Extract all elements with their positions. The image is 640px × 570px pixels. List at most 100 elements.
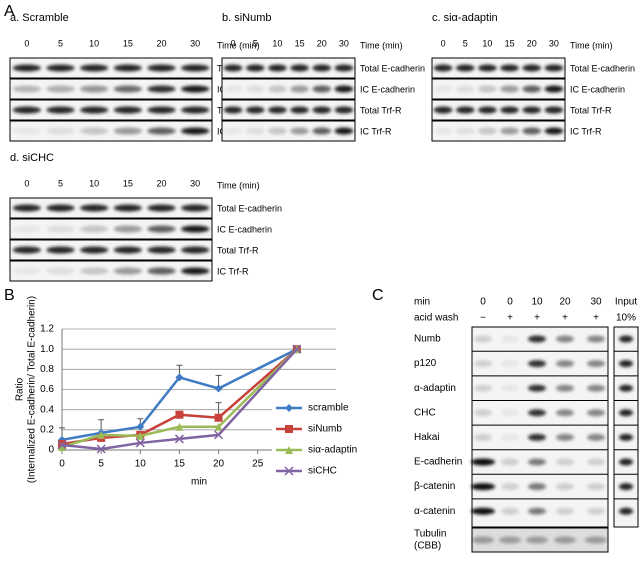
blot-band: [334, 127, 354, 135]
blot-strip: [221, 99, 356, 121]
header-value: +: [507, 313, 513, 324]
blot-band: [528, 384, 546, 392]
blot-row-label: Total Trf-R: [360, 105, 402, 115]
blot-band: [585, 536, 607, 544]
blot-band: [12, 204, 41, 212]
time-label: 5: [58, 178, 63, 188]
blot-band: [455, 127, 475, 135]
time-label: 30: [190, 178, 200, 188]
marker: [175, 410, 184, 419]
blot-row-label: Total Trf-R: [570, 105, 612, 115]
blot-band: [223, 64, 243, 72]
blot-band: [312, 127, 332, 135]
x-tick-label: 5: [98, 459, 104, 470]
panel-label: A: [4, 3, 15, 20]
blot-band: [147, 204, 176, 212]
blot-row-label: Numb: [414, 334, 441, 345]
blot-band: [113, 267, 142, 275]
time-label: 0: [24, 38, 29, 48]
marker: [292, 344, 302, 354]
blot-band: [544, 85, 564, 93]
blot-band: [181, 85, 210, 93]
blot-band: [522, 127, 542, 135]
blot-band: [556, 360, 574, 368]
x-tick-label: 25: [252, 459, 264, 470]
blot-band: [528, 409, 546, 417]
blot-band: [587, 433, 605, 441]
blot-band: [334, 85, 354, 93]
blot-band: [501, 483, 519, 491]
time-label: 0: [24, 178, 29, 188]
header-value: 0: [480, 297, 486, 308]
blot-band: [478, 127, 497, 135]
blot-band: [478, 64, 497, 72]
blot-band: [556, 335, 574, 343]
series-line: [61, 348, 298, 449]
blot-band: [619, 507, 633, 515]
blot-band: [312, 85, 332, 93]
blot-band: [501, 360, 519, 368]
blot-band: [46, 64, 75, 72]
blot-band: [113, 85, 142, 93]
blot-band: [501, 335, 519, 343]
x-tick-label: 20: [213, 459, 225, 470]
blot-band: [455, 106, 475, 114]
blot-band: [245, 85, 265, 93]
blot-band: [290, 127, 309, 135]
legend-marker: [285, 446, 293, 454]
legend-label: siCHC: [308, 466, 337, 477]
time-label: 0: [441, 38, 446, 48]
blot-band: [500, 85, 519, 93]
blot-frame: [613, 326, 639, 528]
blot-band: [46, 225, 75, 233]
marker: [214, 422, 223, 431]
blot-row-label: p120: [414, 358, 437, 369]
marker: [97, 430, 106, 439]
blot-band: [181, 246, 210, 254]
blot-band: [587, 409, 605, 417]
blot-band: [46, 85, 75, 93]
blot-row-label: Hakai: [414, 432, 440, 443]
blot-row-label: IC Trf-R: [217, 266, 249, 276]
blot-band: [455, 64, 475, 72]
blot-title: d. siCHC: [10, 152, 54, 164]
blot-band: [526, 536, 548, 544]
time-label: 10: [272, 38, 282, 48]
blot-band: [12, 225, 41, 233]
y-axis-label: Ratio: [15, 377, 26, 401]
marker: [57, 440, 67, 450]
blot-band: [501, 433, 519, 441]
blot-band: [528, 335, 546, 343]
blot-band: [12, 246, 41, 254]
marker: [135, 438, 145, 448]
blot-band: [556, 384, 574, 392]
blot-band: [312, 64, 332, 72]
time-label: 30: [549, 38, 559, 48]
time-unit: Time (min): [217, 40, 260, 50]
blot-band: [181, 225, 210, 233]
blot-row-label: IC E-cadherin: [360, 84, 415, 94]
y-tick-label: 1.2: [40, 324, 54, 335]
x-tick-label: 10: [135, 459, 147, 470]
blot-band: [113, 204, 142, 212]
header-name: acid wash: [414, 313, 458, 324]
blot-band: [12, 64, 41, 72]
blot-band: [290, 64, 309, 72]
header-value: 20: [559, 297, 571, 308]
time-label: 20: [527, 38, 537, 48]
time-label: 5: [253, 38, 258, 48]
y-tick-label: 0.8: [40, 364, 54, 375]
y-tick-label: 0: [48, 445, 54, 456]
y-tick-label: 0.2: [40, 424, 54, 435]
blot-band: [528, 483, 546, 491]
marker: [175, 422, 184, 431]
blot-strip: [9, 239, 213, 261]
blot-band: [501, 507, 519, 515]
blot-band: [46, 267, 75, 275]
blot-band: [501, 458, 519, 466]
blot-band: [290, 106, 309, 114]
blot-band: [587, 360, 605, 368]
blot-band: [223, 85, 243, 93]
blot-band: [556, 458, 574, 466]
x-tick-label: 0: [59, 459, 65, 470]
